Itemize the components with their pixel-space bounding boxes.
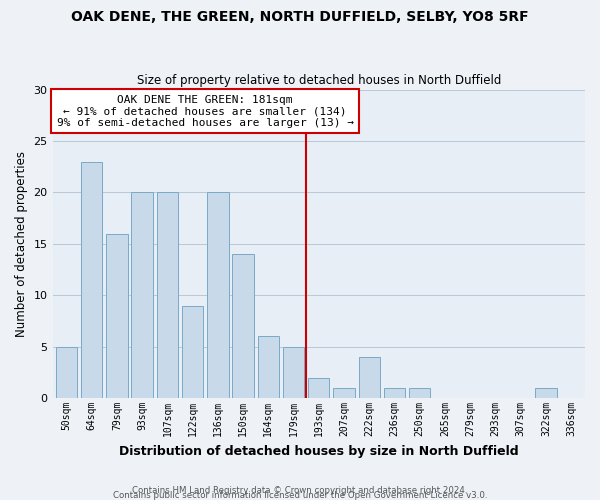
Bar xyxy=(257,336,279,398)
Bar xyxy=(157,192,178,398)
Bar xyxy=(182,306,203,398)
Bar xyxy=(359,357,380,398)
Bar xyxy=(384,388,405,398)
Bar xyxy=(207,192,229,398)
Text: Contains HM Land Registry data © Crown copyright and database right 2024.: Contains HM Land Registry data © Crown c… xyxy=(132,486,468,495)
Bar xyxy=(308,378,329,398)
Text: OAK DENE THE GREEN: 181sqm
← 91% of detached houses are smaller (134)
9% of semi: OAK DENE THE GREEN: 181sqm ← 91% of deta… xyxy=(57,94,354,128)
Bar xyxy=(535,388,557,398)
Bar xyxy=(81,162,103,398)
Bar xyxy=(333,388,355,398)
Bar xyxy=(56,346,77,398)
Bar xyxy=(232,254,254,398)
Bar xyxy=(409,388,430,398)
Bar xyxy=(283,346,304,398)
Bar xyxy=(106,234,128,398)
Text: OAK DENE, THE GREEN, NORTH DUFFIELD, SELBY, YO8 5RF: OAK DENE, THE GREEN, NORTH DUFFIELD, SEL… xyxy=(71,10,529,24)
Bar xyxy=(131,192,153,398)
Text: Contains public sector information licensed under the Open Government Licence v3: Contains public sector information licen… xyxy=(113,490,487,500)
Title: Size of property relative to detached houses in North Duffield: Size of property relative to detached ho… xyxy=(137,74,501,87)
X-axis label: Distribution of detached houses by size in North Duffield: Distribution of detached houses by size … xyxy=(119,444,518,458)
Y-axis label: Number of detached properties: Number of detached properties xyxy=(15,151,28,337)
